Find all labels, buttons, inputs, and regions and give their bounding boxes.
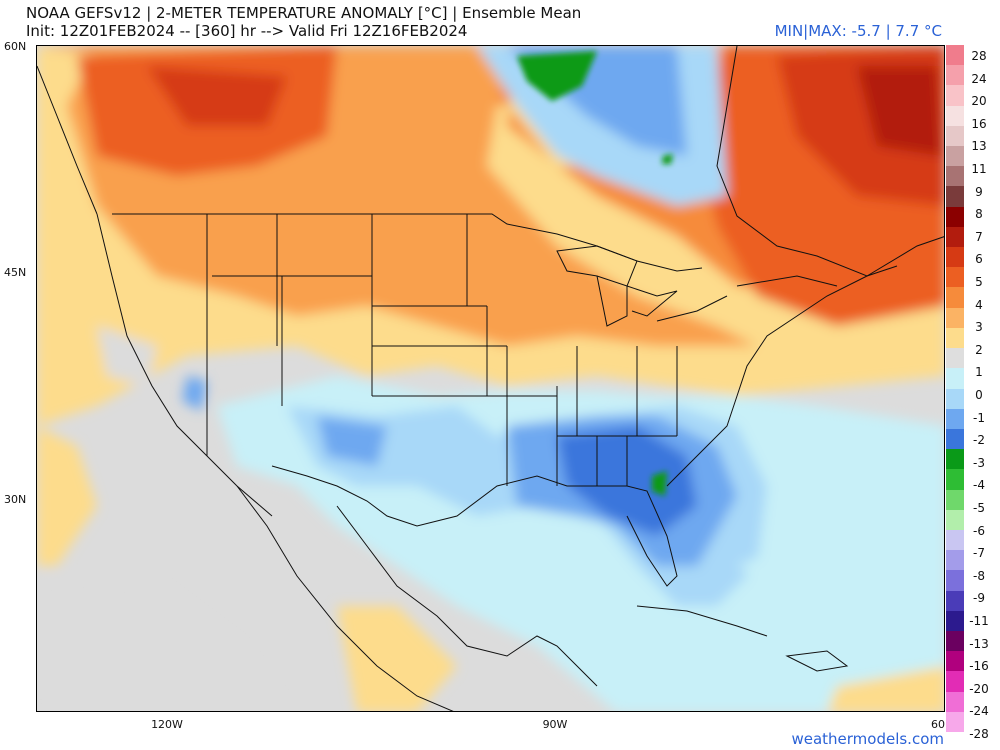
colorbar-label: 13 — [971, 139, 987, 154]
lon-label-120w: 120W — [151, 718, 183, 731]
colorbar-label: -3 — [973, 455, 985, 470]
colorbar-cell — [946, 267, 964, 288]
colorbar-label: 9 — [975, 184, 983, 199]
colorbar-cell — [946, 186, 964, 208]
colorbar-label: -11 — [969, 614, 989, 628]
colorbar-label: 28 — [971, 49, 987, 63]
colorbar-cell — [946, 166, 964, 187]
colorbar-cell — [946, 206, 964, 228]
colorbar-label: -8 — [973, 568, 985, 583]
map-title: NOAA GEFSv12 | 2-METER TEMPERATURE ANOMA… — [26, 4, 582, 22]
colorbar-cell — [946, 388, 964, 410]
lat-label-45n: 45N — [4, 266, 27, 279]
colorbar-label: 2 — [975, 342, 983, 357]
colorbar-label: 6 — [975, 252, 983, 267]
colorbar-label: 24 — [971, 71, 987, 86]
colorbar-cell — [946, 651, 964, 672]
colorbar-cell — [946, 327, 964, 349]
colorbar-cell — [946, 65, 964, 86]
colorbar-cell — [946, 449, 964, 470]
colorbar-cell — [946, 570, 964, 592]
colorbar-cell — [946, 671, 964, 693]
credit-text: weathermodels.com — [791, 730, 944, 748]
colorbar-label: 0 — [975, 388, 983, 402]
colorbar-label: 7 — [975, 229, 983, 244]
colorbar-cell — [946, 85, 964, 107]
colorbar-label: -1 — [973, 410, 985, 425]
colorbar-label: 5 — [975, 275, 983, 289]
colorbar-label: -24 — [969, 704, 989, 719]
lon-label-90w: 90W — [542, 718, 568, 731]
colorbar-cell — [946, 711, 964, 733]
colorbar-cell — [946, 226, 964, 248]
lat-label-30n: 30N — [4, 493, 27, 506]
colorbar-label: 16 — [971, 116, 987, 131]
colorbar-label: -5 — [973, 501, 985, 515]
colorbar-label: -6 — [973, 523, 985, 538]
colorbar-cell — [946, 630, 964, 652]
colorbar-label: -28 — [969, 727, 989, 741]
colorbar-cell — [946, 348, 964, 369]
colorbar-cell — [946, 509, 964, 531]
colorbar-label: -16 — [969, 659, 989, 674]
colorbar-cell — [946, 489, 964, 511]
colorbar-label: -2 — [973, 433, 985, 448]
colorbar-cell — [946, 125, 964, 147]
colorbar-cell — [946, 428, 964, 450]
colorbar-cell — [946, 105, 964, 127]
colorbar-label: -13 — [969, 636, 989, 651]
colorbar-label: 4 — [975, 297, 983, 312]
colorbar-cell — [946, 691, 964, 713]
colorbar-cell — [946, 469, 964, 491]
colorbar-cell — [946, 247, 964, 268]
colorbar-cell — [946, 408, 964, 430]
colorbar-label: -7 — [973, 546, 985, 561]
colorbar-cell — [946, 146, 964, 167]
colorbar-cell — [946, 590, 964, 612]
colorbar-label: -20 — [969, 681, 989, 696]
colorbar-cell — [946, 610, 964, 632]
colorbar-label: -4 — [973, 478, 985, 493]
colorbar-label: -9 — [973, 591, 985, 606]
min-max-readout: MIN|MAX: -5.7 | 7.7 °C — [774, 22, 942, 40]
anomaly-map — [36, 45, 945, 712]
colorbar-cell — [946, 368, 964, 389]
colorbar-label: 11 — [971, 162, 987, 176]
colorbar-cell — [946, 287, 964, 309]
colorbar-cell — [946, 45, 964, 66]
colorbar-label: 1 — [975, 365, 983, 380]
colorbar-label: 20 — [971, 94, 987, 109]
colorbar-label: 3 — [975, 320, 983, 335]
colorbar-cell — [946, 550, 964, 571]
colorbar-label: 8 — [975, 207, 983, 222]
map-init-valid-line: Init: 12Z01FEB2024 -- [360] hr --> Valid… — [26, 22, 468, 40]
colorbar — [946, 45, 964, 733]
lat-label-60n: 60N — [4, 40, 27, 53]
colorbar-cell — [946, 307, 964, 329]
lon-label-60w: 60 — [931, 718, 945, 731]
colorbar-cell — [946, 529, 964, 551]
